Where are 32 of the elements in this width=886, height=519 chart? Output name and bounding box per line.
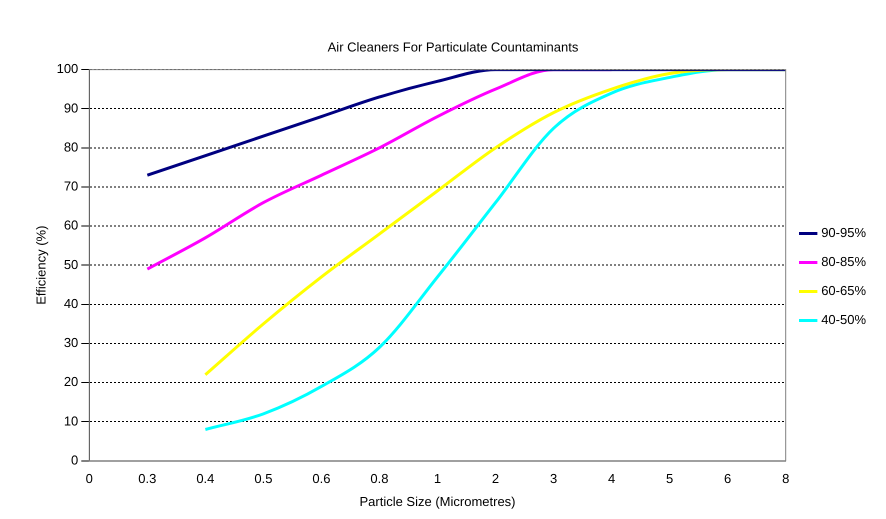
line-series xyxy=(146,70,788,177)
y-axis-title: Efficiency (%) xyxy=(33,226,48,305)
legend-label: 60-65% xyxy=(821,283,866,298)
x-tick-label: 5 xyxy=(666,471,674,486)
y-tick-label: 40 xyxy=(64,296,78,311)
y-tick-label: 50 xyxy=(64,256,78,272)
x-tick-label: 0 xyxy=(86,471,93,486)
x-axis-title: Particle Size (Micrometres) xyxy=(359,494,516,509)
x-tick-label: 6 xyxy=(724,471,732,486)
x-tick-label: 2 xyxy=(492,471,500,486)
y-tick-label: 90 xyxy=(64,100,78,116)
x-tick-label: 1 xyxy=(434,471,442,486)
x-tick-label: 0.8 xyxy=(370,471,388,486)
y-tick-label: 10 xyxy=(64,413,78,428)
x-tick-label: 0.6 xyxy=(312,471,330,486)
x-tick-label: 0.5 xyxy=(254,471,272,486)
y-tick-label: 20 xyxy=(64,374,78,390)
legend-label: 90-95% xyxy=(821,225,866,240)
y-tick-label: 70 xyxy=(64,178,78,194)
legend-label: 80-85% xyxy=(821,254,866,270)
x-tick-label: 4 xyxy=(608,471,616,486)
legend-label: 40-50% xyxy=(821,312,866,328)
x-tick-label: 3 xyxy=(550,471,558,486)
chart-title: Air Cleaners For Particulate Countaminants xyxy=(328,39,579,54)
y-tick-label: 30 xyxy=(64,335,78,350)
y-tick-label: 60 xyxy=(64,218,78,233)
x-tick-label: 0.4 xyxy=(196,471,214,486)
y-tick-label: 80 xyxy=(64,139,78,154)
x-tick-label: 0.3 xyxy=(138,471,156,486)
y-tick-label: 100 xyxy=(56,61,78,76)
y-tick-label: 0 xyxy=(71,452,78,468)
x-tick-label: 8 xyxy=(782,471,790,486)
